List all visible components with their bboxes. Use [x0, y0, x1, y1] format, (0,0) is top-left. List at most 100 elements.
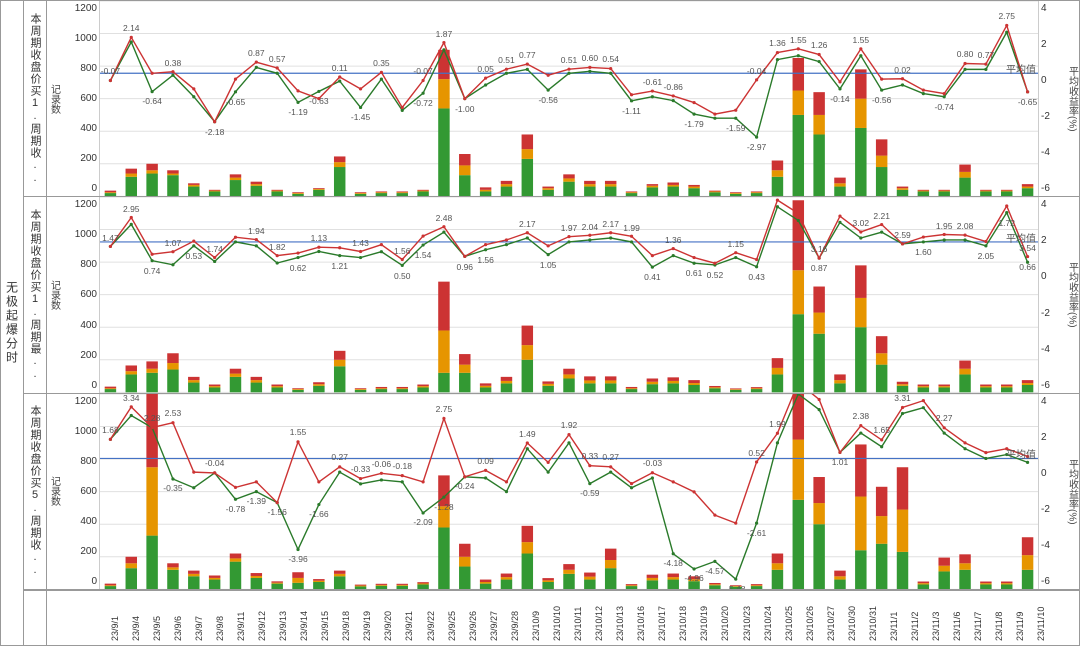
value-label: -0.86 [664, 82, 683, 92]
x-tick-label: 23/11/1 [889, 612, 899, 641]
x-tick-label: 23/10/30 [847, 606, 857, 641]
value-label: -4.96 [684, 573, 703, 583]
value-label: 0.38 [165, 58, 182, 68]
x-tick-label: 23/9/28 [510, 611, 520, 641]
value-label: -1.28 [434, 502, 453, 512]
value-label: -0.65 [1018, 97, 1037, 107]
value-label: 0.27 [331, 452, 348, 462]
value-label: -2.09 [413, 517, 432, 527]
value-label: -5.48 [726, 584, 745, 589]
value-label: 0.35 [373, 58, 390, 68]
value-label: 0.54 [602, 54, 619, 64]
value-label: 3.02 [853, 218, 870, 228]
value-label: -1.56 [267, 507, 286, 517]
xaxis-spacer-rowlabel [24, 591, 47, 645]
value-label: 1.01 [832, 457, 849, 467]
xaxis-spacer-yleft [47, 591, 95, 645]
y-tick: 1000 [75, 229, 97, 240]
value-label: 0.11 [332, 63, 348, 73]
x-tick-label: 23/10/20 [720, 606, 730, 641]
value-label: -1.59 [726, 123, 745, 133]
y-tick: 1200 [75, 396, 97, 407]
y-tick: 0 [91, 380, 97, 391]
value-label: 0.61 [686, 268, 703, 278]
value-label: 2.05 [978, 251, 995, 261]
x-tick-label: 23/9/14 [299, 611, 309, 641]
value-label: 1.07 [165, 238, 182, 248]
x-tick-label: 23/9/11 [236, 612, 246, 641]
value-label: 1.92 [561, 420, 578, 430]
value-label: 2.75 [998, 11, 1015, 21]
x-tick-label: 23/10/26 [805, 606, 815, 641]
y-right-ticks-0: 420-2-4-6 [1039, 1, 1065, 196]
x-tick-label: 23/11/10 [1036, 607, 1046, 641]
value-label: 1.55 [853, 35, 870, 45]
value-label: 1.99 [623, 223, 640, 233]
xaxis-spacer-yright [1043, 591, 1079, 645]
y-left-ticks-2: 120010008006004002000 [61, 394, 99, 589]
plot-2: 平均值1.683.342.282.53-0.041.550.27-0.33-0.… [99, 394, 1039, 589]
y-tick: 600 [80, 486, 97, 497]
value-label: 2.28 [144, 413, 161, 423]
value-label: 1.72 [998, 218, 1015, 228]
y-tick: 600 [80, 93, 97, 104]
y-tick: -6 [1041, 380, 1050, 391]
y-tick: 800 [80, 456, 97, 467]
value-label: 0.33 [582, 451, 599, 461]
y-tick: 4 [1041, 3, 1047, 14]
value-label: 0.57 [269, 54, 286, 64]
value-label: 1.95 [936, 221, 953, 231]
x-tick-label: 23/10/19 [699, 606, 709, 641]
value-label: 0.43 [748, 272, 765, 282]
value-label: 1.82 [269, 242, 286, 252]
x-tick-label: 23/11/8 [994, 612, 1004, 641]
y-tick: -2 [1041, 111, 1050, 122]
xaxis-labels: 23/9/123/9/423/9/523/9/623/9/723/9/823/9… [95, 591, 1043, 645]
value-label: 0.62 [290, 263, 307, 273]
plot-wrap-1: 记录数 120010008006004002000 平均值1.472.951.0… [47, 197, 1079, 392]
value-label: 1.36 [665, 235, 682, 245]
value-label: -3.96 [288, 554, 307, 564]
x-tick-label: 23/10/10 [552, 606, 562, 641]
y-tick: 0 [91, 576, 97, 587]
value-label: 3.16 [811, 244, 828, 254]
value-label: -0.33 [351, 464, 370, 474]
value-label: 0.53 [186, 251, 203, 261]
value-label: 1.36 [769, 38, 786, 48]
x-tick-label: 23/11/6 [952, 612, 962, 641]
panel-row-0: 本周期收盘价买1.周期收.. 记录数 120010008006004002000… [24, 1, 1079, 197]
value-label: -0.59 [580, 488, 599, 498]
value-label: 0.52 [707, 270, 724, 280]
value-label: 3.72 [811, 394, 828, 395]
value-label: -0.04 [205, 458, 224, 468]
x-tick-label: 23/10/31 [868, 606, 878, 641]
y-tick: 2 [1041, 432, 1047, 443]
value-label: -0.56 [538, 95, 557, 105]
y-tick: -4 [1041, 540, 1050, 551]
value-label: 2.08 [957, 221, 974, 231]
value-label: 0.87 [811, 263, 828, 273]
value-label: 0.77 [978, 50, 995, 60]
value-label: 3.66 [915, 394, 932, 397]
x-tick-label: 23/9/27 [489, 611, 499, 641]
x-tick-label: 23/11/9 [1015, 612, 1025, 641]
y-tick: 200 [80, 350, 97, 361]
plot-0: 平均值-0.072.140.380.870.570.110.35-0.071.8… [99, 1, 1039, 196]
x-tick-label: 23/10/18 [678, 606, 688, 641]
value-label: -0.61 [643, 77, 662, 87]
y-tick: 2 [1041, 39, 1047, 50]
x-tick-label: 23/10/12 [594, 606, 604, 641]
x-tick-label: 23/9/15 [320, 611, 330, 641]
x-tick-label: 23/11/2 [910, 612, 920, 641]
y-tick: -6 [1041, 576, 1050, 587]
value-label: -4.18 [664, 558, 683, 568]
value-label: 1.94 [248, 226, 265, 236]
value-label: -0.04 [747, 66, 766, 76]
y-right-label-1: 平均收益率(%) [1065, 197, 1079, 392]
x-tick-label: 23/9/12 [257, 611, 267, 641]
x-tick-label: 23/9/8 [215, 616, 225, 641]
y-tick: -2 [1041, 504, 1050, 515]
x-tick-label: 23/9/21 [404, 611, 414, 641]
value-label: 0.50 [394, 271, 411, 281]
plot-wrap-2: 记录数 120010008006004002000 平均值1.683.342.2… [47, 394, 1079, 589]
